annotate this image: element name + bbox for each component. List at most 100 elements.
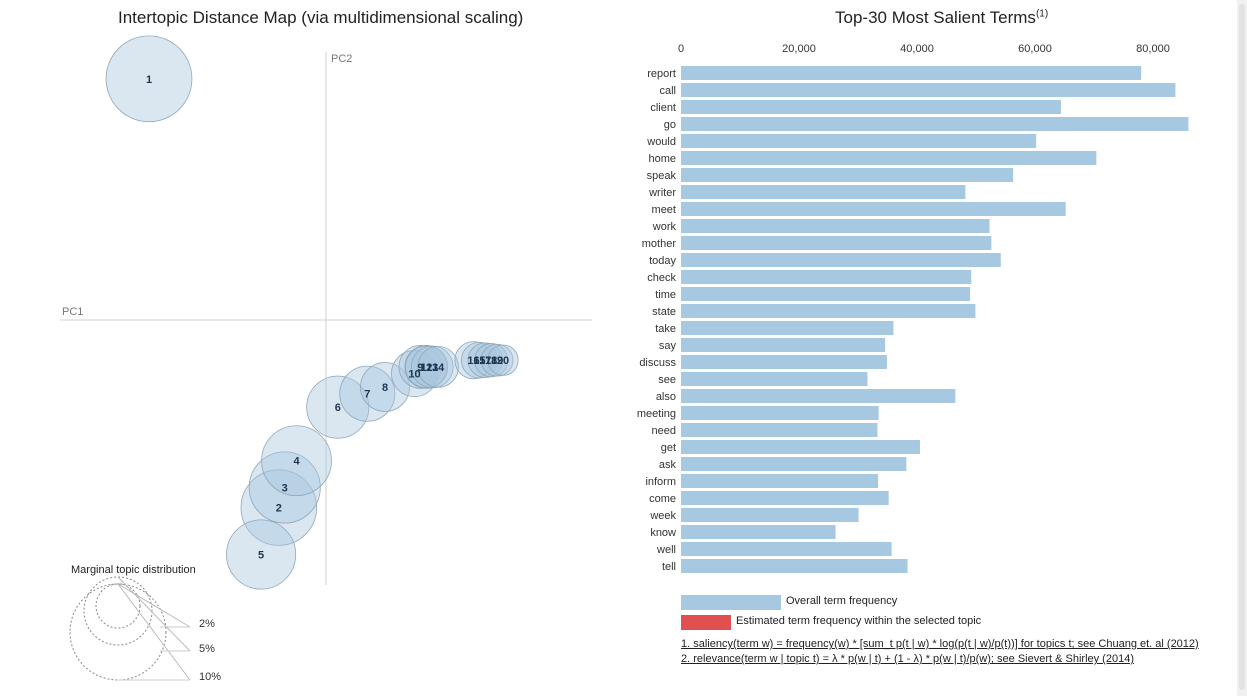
- term-bar-tell[interactable]: [681, 559, 908, 573]
- term-labels[interactable]: report call client go would home speak writer me…: [637, 68, 677, 573]
- topic-circle-11[interactable]: [404, 345, 449, 389]
- term-label-report[interactable]: report: [647, 68, 676, 80]
- topic-circle-19[interactable]: [480, 343, 514, 377]
- topic-circle-10[interactable]: [391, 350, 438, 398]
- term-bar-know[interactable]: [681, 525, 836, 539]
- term-label-would[interactable]: would: [646, 136, 676, 148]
- term-bar-discuss[interactable]: [681, 355, 887, 369]
- term-label-meeting[interactable]: meeting: [637, 408, 676, 420]
- term-bar-speak[interactable]: [681, 168, 1014, 182]
- x-tick-label: 0: [678, 43, 684, 55]
- term-label-discuss[interactable]: discuss: [639, 357, 676, 369]
- term-label-meet[interactable]: meet: [652, 204, 676, 216]
- intertopic-map-title-text: Intertopic Distance Map (via multidimens…: [118, 8, 524, 27]
- marginal-circle-2pct: [95, 583, 141, 629]
- topic-label-2: 2: [276, 503, 282, 515]
- term-label-know[interactable]: know: [650, 527, 676, 539]
- term-bar-say[interactable]: [681, 338, 886, 352]
- term-label-go[interactable]: go: [664, 119, 676, 131]
- term-label-work[interactable]: work: [652, 221, 677, 233]
- term-bar-go[interactable]: [681, 117, 1189, 131]
- footnote-relevance[interactable]: 2. relevance(term w | topic t) = λ * p(w…: [681, 653, 1134, 665]
- term-bar-mother[interactable]: [681, 236, 992, 250]
- term-bar-state[interactable]: [681, 304, 976, 318]
- term-bar-need[interactable]: [681, 423, 878, 437]
- term-bar-writer[interactable]: [681, 185, 966, 199]
- term-label-get[interactable]: get: [661, 442, 676, 454]
- x-tick-label: 40,000: [900, 43, 934, 55]
- term-label-need[interactable]: need: [652, 425, 676, 437]
- x-tick-label: 60,000: [1018, 43, 1052, 55]
- topic-circle-2[interactable]: [240, 469, 317, 546]
- topic-circle-12[interactable]: [404, 345, 448, 389]
- scrollbar-thumb[interactable]: [1239, 4, 1245, 690]
- legend-estimated-swatch: [681, 615, 731, 630]
- term-bars[interactable]: [681, 66, 1189, 573]
- term-bar-inform[interactable]: [681, 474, 879, 488]
- term-bar-week[interactable]: [681, 508, 859, 522]
- term-bar-take[interactable]: [681, 321, 894, 335]
- term-bar-well[interactable]: [681, 542, 892, 556]
- topic-circle-7[interactable]: [339, 365, 396, 422]
- legend-overall-label: Overall term frequency: [786, 595, 898, 607]
- term-label-see[interactable]: see: [658, 374, 676, 386]
- topic-circle-14[interactable]: [417, 346, 459, 388]
- topic-circles[interactable]: [105, 35, 519, 590]
- term-bar-call[interactable]: [681, 83, 1176, 97]
- term-bar-get[interactable]: [681, 440, 920, 454]
- x-axis-ticks: 0 20,000 40,000 60,000 80,000: [678, 43, 1170, 55]
- term-label-time[interactable]: time: [655, 289, 676, 301]
- term-bar-meet[interactable]: [681, 202, 1066, 216]
- term-bar-see[interactable]: [681, 372, 868, 386]
- topic-circle-5[interactable]: [226, 519, 297, 590]
- term-label-take[interactable]: take: [655, 323, 676, 335]
- topic-circle-6[interactable]: [306, 375, 370, 439]
- intertopic-map-title: Intertopic Distance Map (via multidimens…: [118, 8, 523, 28]
- term-label-inform[interactable]: inform: [645, 476, 676, 488]
- marginal-circle-10pct: [69, 583, 167, 681]
- term-bar-check[interactable]: [681, 270, 972, 284]
- topic-circle-9[interactable]: [398, 345, 443, 389]
- topic-circle-4[interactable]: [261, 425, 332, 497]
- term-bar-ask[interactable]: [681, 457, 907, 471]
- term-label-tell[interactable]: tell: [662, 561, 676, 573]
- term-label-writer[interactable]: writer: [648, 187, 676, 199]
- term-bar-also[interactable]: [681, 389, 956, 403]
- legend-overall-swatch: [681, 595, 781, 610]
- topic-circle-1[interactable]: [105, 35, 193, 123]
- topic-circle-8[interactable]: [360, 362, 410, 412]
- salient-terms-title-footnote-mark: (1): [1035, 8, 1049, 20]
- term-label-also[interactable]: also: [656, 391, 676, 403]
- topic-label-15: 15: [473, 355, 485, 367]
- term-bar-home[interactable]: [681, 151, 1097, 165]
- term-bar-work[interactable]: [681, 219, 990, 233]
- term-bar-today[interactable]: [681, 253, 1001, 267]
- term-bar-come[interactable]: [681, 491, 889, 505]
- term-label-check[interactable]: check: [647, 272, 676, 284]
- term-bar-report[interactable]: [681, 66, 1142, 80]
- term-label-state[interactable]: state: [652, 306, 676, 318]
- topic-circle-13[interactable]: [410, 345, 454, 389]
- topic-circle-20[interactable]: [487, 344, 519, 376]
- term-label-mother[interactable]: mother: [642, 238, 677, 250]
- term-label-week[interactable]: week: [649, 510, 676, 522]
- term-label-ask[interactable]: ask: [659, 459, 677, 471]
- footnote-saliency[interactable]: 1. saliency(term w) = frequency(w) * [su…: [681, 638, 1199, 650]
- term-bar-would[interactable]: [681, 134, 1037, 148]
- term-label-well[interactable]: well: [656, 544, 676, 556]
- vertical-scrollbar[interactable]: [1237, 0, 1247, 696]
- term-label-come[interactable]: come: [649, 493, 676, 505]
- term-label-say[interactable]: say: [659, 340, 677, 352]
- topic-label-13: 13: [426, 362, 438, 374]
- topic-circle-18[interactable]: [474, 343, 509, 378]
- term-label-call[interactable]: call: [659, 85, 676, 97]
- topic-circle-3[interactable]: [248, 451, 321, 524]
- term-bar-time[interactable]: [681, 287, 971, 301]
- term-label-home[interactable]: home: [648, 153, 676, 165]
- term-label-today[interactable]: today: [649, 255, 676, 267]
- term-bar-meeting[interactable]: [681, 406, 879, 420]
- term-label-speak[interactable]: speak: [647, 170, 677, 182]
- term-bar-client[interactable]: [681, 100, 1061, 114]
- term-label-client[interactable]: client: [650, 102, 676, 114]
